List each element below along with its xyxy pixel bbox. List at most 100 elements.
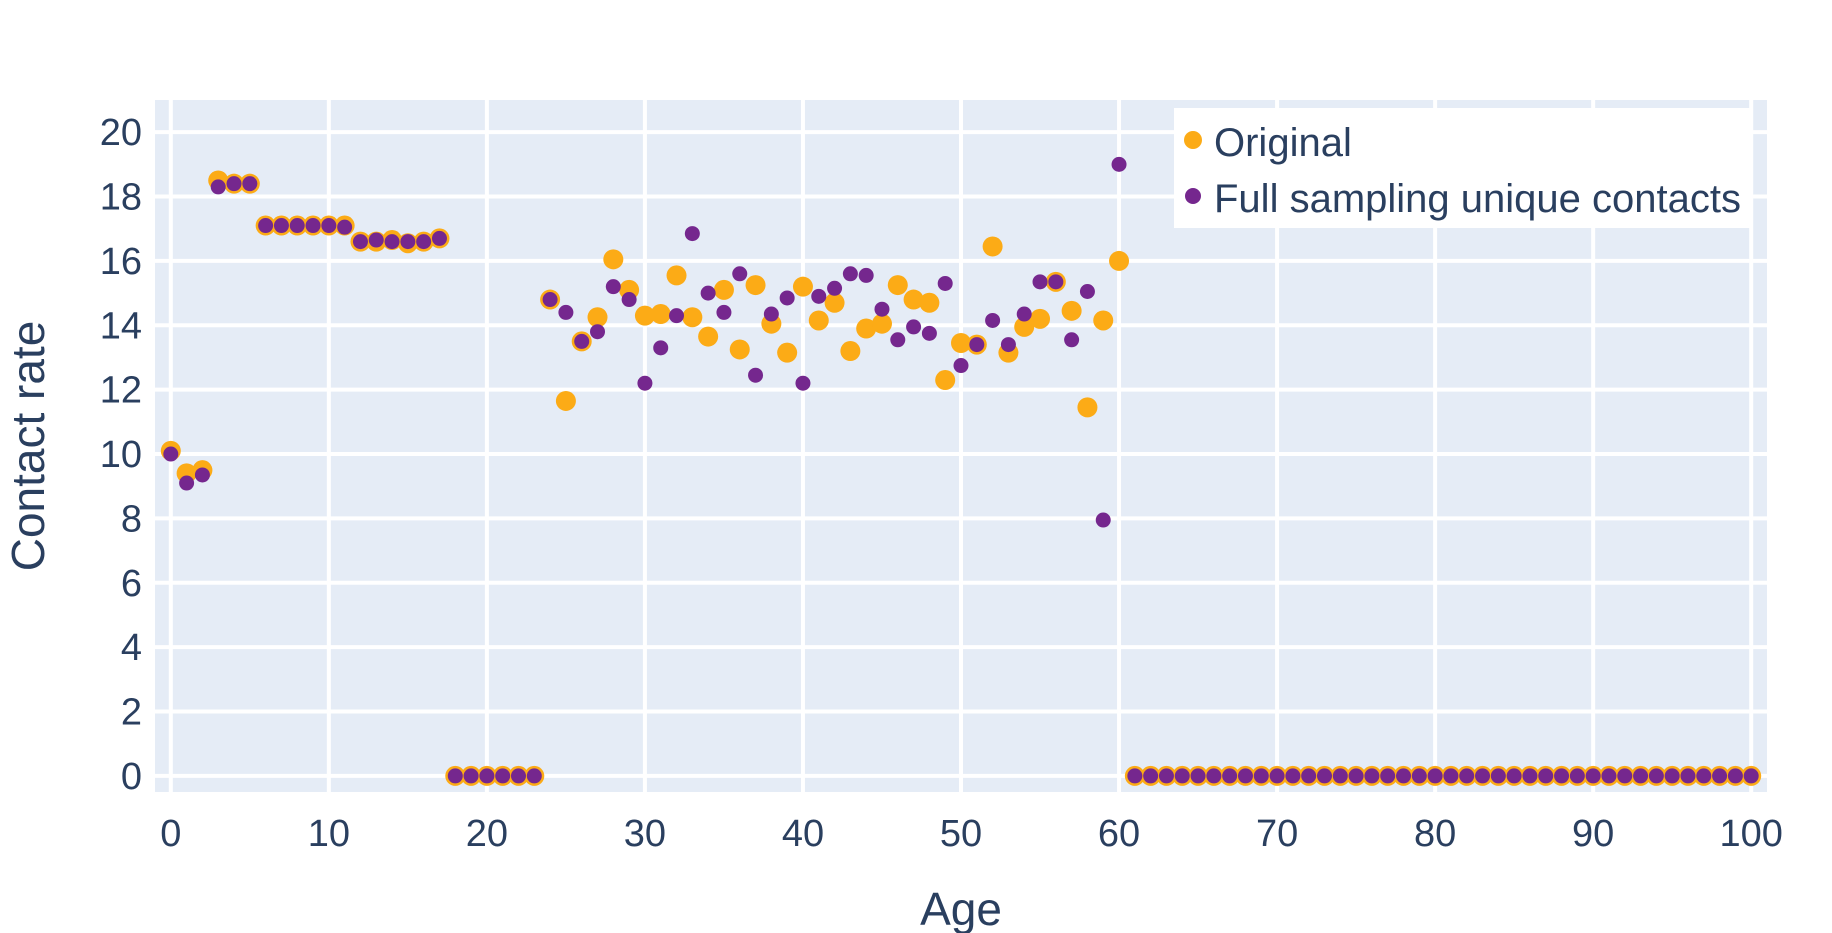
- point-full-sampling: [890, 332, 906, 348]
- point-original: [666, 265, 687, 286]
- y-axis-ticks: 0 2 4 6 8 10 12 14 16 18 20: [100, 112, 142, 798]
- point-full-sampling: [179, 475, 195, 491]
- legend-label-full-sampling: Full sampling unique contacts: [1214, 177, 1741, 221]
- point-full-sampling: [1522, 768, 1538, 784]
- point-full-sampling: [1206, 768, 1222, 784]
- point-full-sampling: [289, 218, 305, 234]
- point-full-sampling: [732, 266, 748, 282]
- legend-label-original: Original: [1214, 121, 1352, 165]
- point-full-sampling: [1127, 768, 1143, 784]
- legend-marker-full-sampling: [1185, 188, 1201, 204]
- point-original: [871, 313, 892, 334]
- y-tick-label: 6: [121, 563, 142, 605]
- point-full-sampling: [305, 218, 321, 234]
- y-tick-label: 20: [100, 112, 142, 154]
- point-full-sampling: [510, 768, 526, 784]
- point-full-sampling: [542, 292, 558, 308]
- point-original: [1077, 397, 1098, 418]
- point-full-sampling: [1380, 768, 1396, 784]
- legend-box: [1174, 108, 1751, 228]
- point-original: [1109, 250, 1130, 271]
- point-original: [587, 307, 608, 328]
- x-tick-label: 90: [1572, 813, 1614, 855]
- point-full-sampling: [352, 234, 368, 250]
- point-full-sampling: [779, 290, 795, 306]
- point-full-sampling: [1269, 768, 1285, 784]
- point-full-sampling: [1601, 768, 1617, 784]
- point-full-sampling: [1301, 768, 1317, 784]
- point-full-sampling: [194, 467, 210, 483]
- point-full-sampling: [827, 280, 843, 296]
- legend: Original Full sampling unique contacts: [1174, 108, 1751, 228]
- point-original: [713, 279, 734, 300]
- point-full-sampling: [1554, 768, 1570, 784]
- x-tick-label: 50: [940, 813, 982, 855]
- point-full-sampling: [1048, 274, 1064, 290]
- point-full-sampling: [684, 226, 700, 242]
- point-full-sampling: [463, 768, 479, 784]
- series-full-sampling: [163, 156, 1759, 784]
- point-original: [903, 289, 924, 310]
- point-full-sampling: [874, 301, 890, 317]
- point-full-sampling: [842, 266, 858, 282]
- point-full-sampling: [937, 275, 953, 291]
- point-full-sampling: [1174, 768, 1190, 784]
- point-full-sampling: [1712, 768, 1728, 784]
- point-original: [919, 292, 940, 313]
- point-full-sampling: [1095, 512, 1111, 528]
- point-original: [982, 236, 1003, 257]
- point-full-sampling: [1285, 768, 1301, 784]
- y-tick-label: 8: [121, 498, 142, 540]
- x-tick-label: 100: [1719, 813, 1782, 855]
- point-full-sampling: [1237, 768, 1253, 784]
- point-full-sampling: [1585, 768, 1601, 784]
- point-full-sampling: [763, 306, 779, 322]
- point-full-sampling: [1459, 768, 1475, 784]
- point-original: [1061, 300, 1082, 321]
- point-full-sampling: [1443, 768, 1459, 784]
- x-tick-label: 20: [466, 813, 508, 855]
- y-tick-label: 10: [100, 434, 142, 476]
- point-original: [935, 370, 956, 391]
- x-axis-ticks: 0 10 20 30 40 50 60 70 80 90 100: [160, 813, 1783, 855]
- x-tick-label: 80: [1414, 813, 1456, 855]
- point-full-sampling: [811, 288, 827, 304]
- point-full-sampling: [1190, 768, 1206, 784]
- point-full-sampling: [273, 218, 289, 234]
- point-original: [824, 292, 845, 313]
- point-full-sampling: [431, 230, 447, 246]
- point-original: [1014, 316, 1035, 337]
- point-full-sampling: [621, 292, 637, 308]
- point-full-sampling: [1222, 768, 1238, 784]
- y-tick-label: 4: [121, 627, 142, 669]
- point-full-sampling: [906, 319, 922, 335]
- point-full-sampling: [1696, 768, 1712, 784]
- point-original: [634, 305, 655, 326]
- point-full-sampling: [1064, 332, 1080, 348]
- point-full-sampling: [969, 337, 985, 353]
- point-full-sampling: [321, 218, 337, 234]
- point-original: [555, 390, 576, 411]
- point-original: [650, 304, 671, 325]
- point-original: [682, 307, 703, 328]
- point-full-sampling: [590, 324, 606, 340]
- point-full-sampling: [700, 285, 716, 301]
- point-full-sampling: [1316, 768, 1332, 784]
- point-full-sampling: [921, 325, 937, 341]
- y-tick-label: 2: [121, 692, 142, 734]
- point-original: [887, 275, 908, 296]
- point-full-sampling: [1348, 768, 1364, 784]
- point-full-sampling: [1727, 768, 1743, 784]
- point-full-sampling: [1664, 768, 1680, 784]
- y-tick-label: 14: [100, 305, 142, 347]
- point-full-sampling: [1411, 768, 1427, 784]
- point-full-sampling: [1016, 306, 1032, 322]
- point-full-sampling: [574, 333, 590, 349]
- point-full-sampling: [1332, 768, 1348, 784]
- point-full-sampling: [637, 375, 653, 391]
- point-original: [1093, 310, 1114, 331]
- y-axis-title: Contact rate: [2, 321, 54, 572]
- point-full-sampling: [1253, 768, 1269, 784]
- point-full-sampling: [858, 267, 874, 283]
